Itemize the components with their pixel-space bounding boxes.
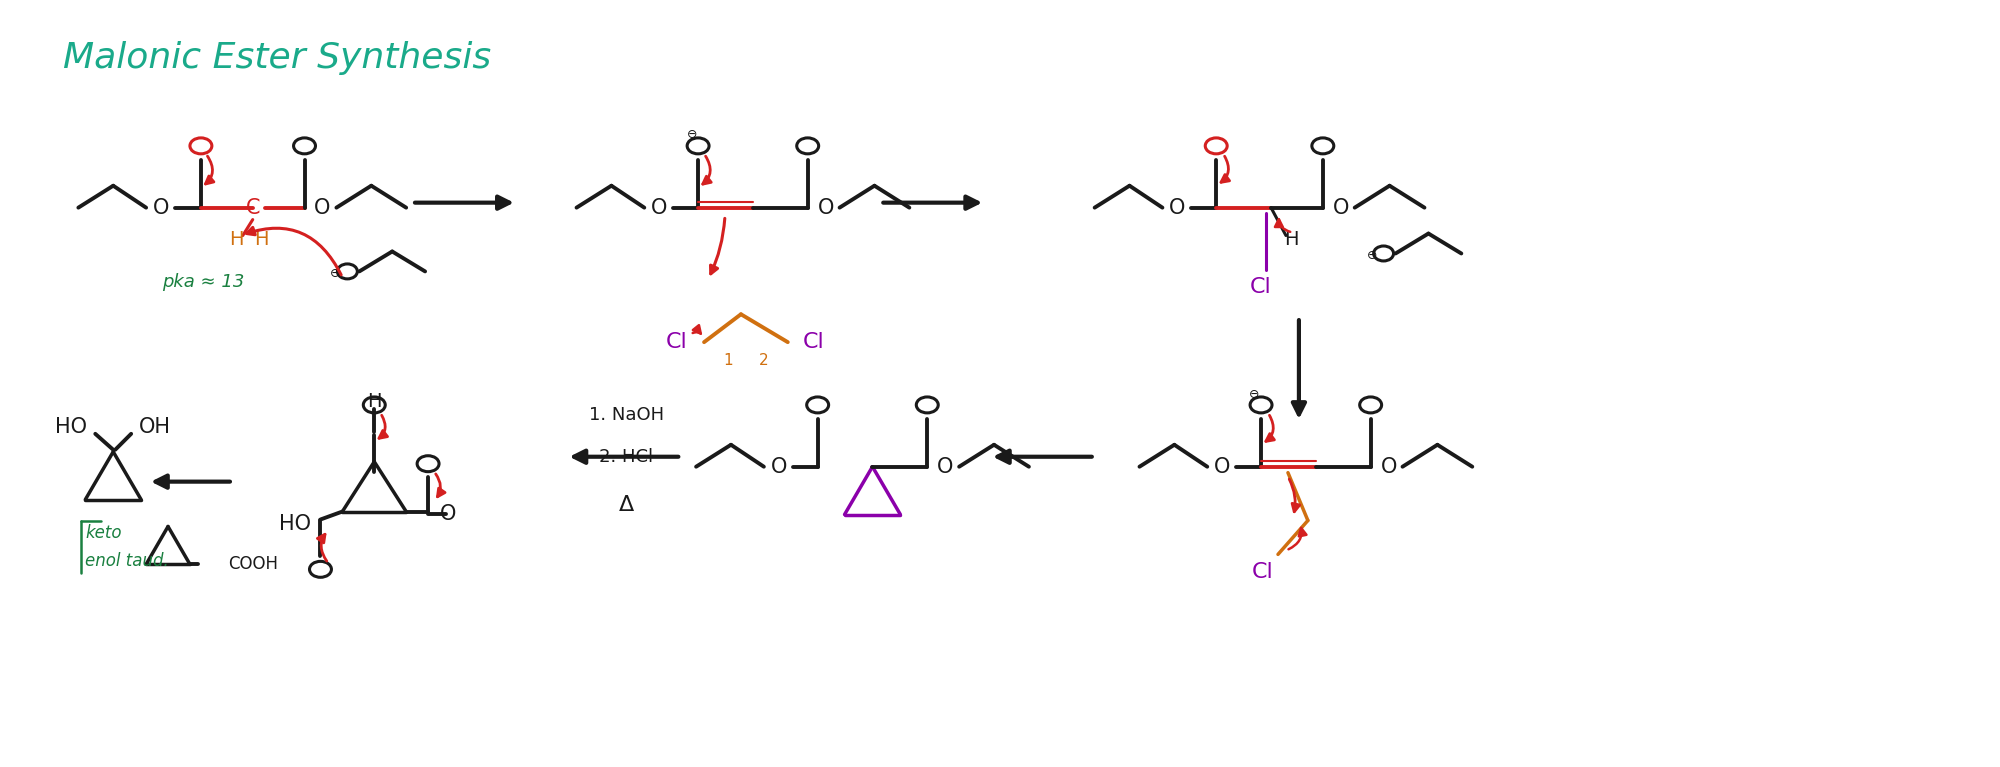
Text: O: O: [770, 456, 786, 477]
Text: O: O: [938, 456, 954, 477]
Text: enol taud.: enol taud.: [86, 552, 170, 571]
Text: ⊖: ⊖: [686, 128, 698, 141]
Text: 1. NaOH: 1. NaOH: [588, 406, 664, 424]
Text: ⊖: ⊖: [1366, 249, 1376, 262]
Text: 2. HCl: 2. HCl: [600, 448, 654, 466]
Text: H: H: [254, 230, 268, 249]
Text: H: H: [368, 393, 382, 411]
Text: Cl: Cl: [1250, 278, 1272, 298]
Text: Malonic Ester Synthesis: Malonic Ester Synthesis: [64, 41, 492, 75]
Text: O: O: [314, 198, 330, 218]
Text: H: H: [230, 230, 244, 249]
Text: keto: keto: [86, 525, 122, 542]
Text: C: C: [246, 198, 260, 218]
Text: O: O: [440, 503, 456, 524]
Text: O: O: [1380, 456, 1396, 477]
Text: ⊖: ⊖: [330, 267, 340, 280]
Text: Cl: Cl: [1252, 562, 1274, 582]
Text: O: O: [1214, 456, 1230, 477]
Text: OH: OH: [140, 416, 172, 437]
Text: 1: 1: [724, 353, 732, 367]
Text: HO: HO: [278, 515, 310, 535]
Text: O: O: [152, 198, 170, 218]
Text: COOH: COOH: [228, 555, 278, 574]
Text: Cl: Cl: [802, 332, 824, 352]
Text: H: H: [1284, 230, 1298, 249]
Text: ⊖: ⊖: [1248, 388, 1260, 401]
Text: O: O: [652, 198, 668, 218]
Text: O: O: [1170, 198, 1186, 218]
Text: HO: HO: [56, 416, 88, 437]
Text: O: O: [818, 198, 834, 218]
Text: 2: 2: [760, 353, 768, 367]
Text: O: O: [1332, 198, 1348, 218]
Text: Δ: Δ: [618, 495, 634, 515]
Text: pka ≈ 13: pka ≈ 13: [162, 273, 244, 291]
Text: Cl: Cl: [666, 332, 688, 352]
